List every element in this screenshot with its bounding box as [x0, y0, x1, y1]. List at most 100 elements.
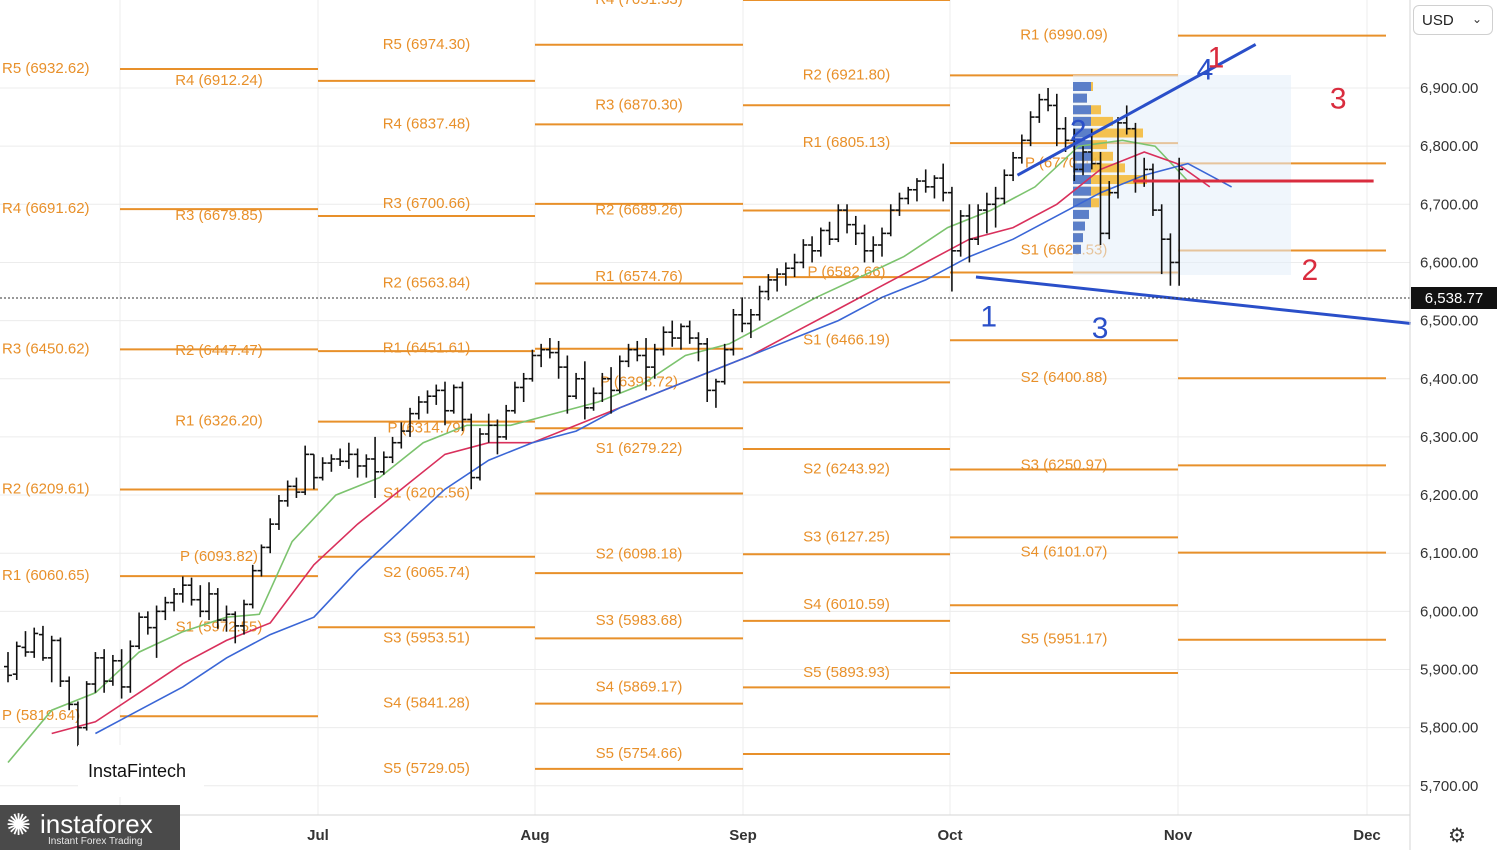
pivot-label: S5 (5729.05): [383, 760, 470, 777]
wave-label: 3: [1330, 82, 1347, 115]
pivot-label: R1 (6805.13): [803, 134, 891, 151]
ohlc-bar: [344, 442, 353, 469]
ohlc-bar: [1026, 111, 1035, 147]
y-tick-label: 5,800.00: [1420, 720, 1478, 737]
chevron-down-icon: ⌄: [1471, 12, 1482, 26]
moving-averages: [7, 139, 1232, 764]
ohlc-bar: [1035, 93, 1044, 123]
pivot-label: S3 (6250.97): [1021, 456, 1108, 473]
ohlc-bar: [685, 320, 694, 344]
ohlc-bar: [572, 372, 581, 400]
ohlc-bar: [213, 588, 222, 629]
pivot-label: P (6093.82): [180, 548, 258, 565]
ohlc-bar: [484, 413, 493, 443]
volume-profile-bar: [1073, 175, 1147, 185]
ohlc-bar: [676, 323, 685, 350]
ohlc-bar: [650, 343, 659, 379]
wave-label: 1: [980, 300, 997, 333]
ohlc-bar: [47, 635, 56, 683]
instafintech-logo: InstaFintech: [78, 745, 204, 797]
ohlc-bar: [475, 428, 484, 481]
ohlc-bar: [930, 175, 939, 199]
trendlines: [0, 43, 1411, 325]
ohlc-bar: [248, 564, 257, 609]
pivot-label: S3 (5953.51): [383, 629, 470, 646]
ohlc-bar: [301, 445, 310, 496]
ohlc-bar: [537, 343, 546, 368]
ohlc-bar: [397, 422, 406, 449]
ohlc-bar: [502, 404, 511, 440]
ohlc-bar: [729, 308, 738, 356]
y-tick-label: 5,900.00: [1420, 662, 1478, 679]
ohlc-bar: [1166, 233, 1175, 286]
ohlc-bar: [100, 649, 109, 693]
ohlc-bar: [292, 477, 301, 498]
ohlc-bar: [73, 701, 82, 747]
ohlc-bar: [659, 326, 668, 356]
ohlc-bar: [554, 340, 563, 379]
pivot-label: P (6582.66): [807, 264, 885, 281]
ohlc-bar: [327, 454, 336, 472]
ohlc-bar: [257, 544, 266, 577]
pivot-label: S4 (5869.17): [596, 678, 683, 695]
ohlc-bar: [135, 612, 144, 650]
ohlc-bar: [895, 192, 904, 216]
ohlc-bar: [152, 605, 161, 658]
ohlc-bar: [825, 221, 834, 246]
trendline[interactable]: [1016, 43, 1257, 177]
y-tick-label: 6,100.00: [1420, 545, 1478, 562]
volume-profile-bar: [1073, 151, 1113, 161]
pivot-label: R3 (6870.30): [595, 96, 683, 113]
ohlc-bar: [1017, 134, 1026, 164]
volume-profile-bar: [1073, 116, 1113, 126]
ohlc-bar: [1000, 169, 1009, 205]
ohlc-bar: [694, 332, 703, 362]
ohlc-bar: [231, 611, 240, 644]
pivot-label: S2 (6400.88): [1021, 369, 1108, 386]
grid: [0, 0, 1410, 815]
wave-label: 4: [1197, 53, 1214, 86]
ohlc-bar: [991, 186, 1000, 228]
volume-profile-bar-base: [1073, 163, 1091, 173]
pivot-label: S1 (6466.19): [803, 331, 890, 348]
instaforex-tagline: Instant Forex Trading: [48, 836, 143, 847]
ohlc-bar: [423, 390, 432, 414]
volume-profile-bar-base: [1073, 221, 1085, 231]
ohlc-bar: [947, 186, 956, 292]
ohlc-bar: [432, 384, 441, 405]
ohlc-bar: [38, 625, 47, 661]
pivot-label: S1 (6279.22): [596, 440, 683, 457]
pivot-label: S3 (6127.25): [803, 528, 890, 545]
ohlc-bar: [816, 227, 825, 257]
ohlc-bar: [170, 588, 179, 612]
y-tick-label: 6,600.00: [1420, 254, 1478, 271]
ohlc-bar: [12, 641, 21, 680]
gear-icon[interactable]: ⚙: [1448, 824, 1466, 847]
pivot-label: R2 (6447.47): [175, 342, 263, 359]
ohlc-bar: [493, 419, 502, 455]
currency-select[interactable]: USD ⌄: [1413, 5, 1493, 35]
wave-label: 3: [1092, 312, 1109, 345]
ohlc-bar: [878, 227, 886, 257]
ohlc-bar: [1157, 204, 1166, 275]
pivot-label: S5 (5754.66): [596, 745, 683, 762]
ohlc-bar: [965, 204, 974, 263]
ohlc-bar: [187, 577, 196, 606]
volume-profile-bar: [1073, 186, 1111, 196]
ohlc-bar: [545, 338, 554, 359]
volume-profile-bar-base: [1073, 128, 1091, 138]
ohlc-bar: [580, 361, 589, 420]
pivot-label: R1 (6990.09): [1020, 27, 1108, 44]
volume-profile-bar-base: [1073, 175, 1091, 185]
trendline[interactable]: [975, 275, 1411, 325]
ohlc-bar: [1113, 117, 1122, 199]
ohlc-bar: [799, 239, 808, 269]
pivot-label: S2 (6065.74): [383, 564, 470, 581]
ohlc-bar: [1061, 117, 1070, 152]
ohlc-bar: [939, 163, 948, 202]
pivot-label: S1 (6202.56): [383, 485, 470, 502]
ohlc-bar: [283, 480, 292, 507]
